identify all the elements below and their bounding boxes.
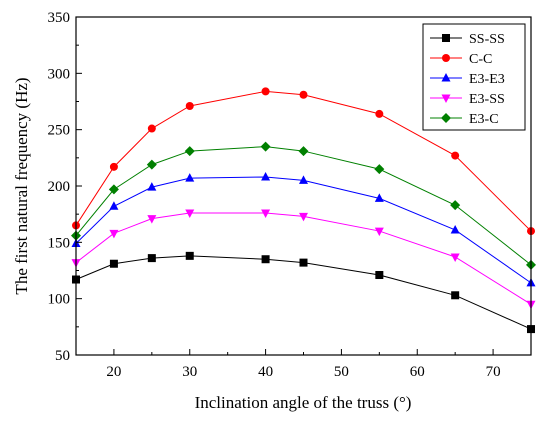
series-line (75, 255, 532, 330)
data-point (109, 201, 119, 210)
data-point (147, 124, 156, 133)
legend-item: E3-E3 (430, 72, 505, 87)
legend-marker (442, 34, 450, 42)
y-tick-label: 350 (48, 10, 71, 26)
y-tick-label: 300 (48, 66, 71, 82)
data-point (185, 102, 194, 111)
y-tick-label: 100 (48, 292, 71, 308)
data-point (185, 251, 194, 260)
data-point (185, 209, 195, 219)
data-point (451, 291, 460, 300)
data-point (146, 159, 157, 170)
legend-label: E3-E3 (469, 72, 505, 87)
legend-marker (441, 113, 451, 123)
legend-item: E3-C (430, 112, 499, 127)
y-tick-label: 150 (48, 235, 71, 251)
legend-item: C-C (430, 52, 492, 67)
x-tick-label: 70 (486, 364, 501, 380)
data-point (299, 175, 308, 184)
data-point (299, 212, 308, 222)
data-point (109, 229, 119, 239)
series-e3-c (71, 141, 536, 270)
data-point (298, 146, 309, 157)
y-tick-label: 250 (48, 123, 71, 139)
series-line (75, 176, 532, 284)
legend-label: E3-C (469, 112, 499, 127)
axis-ticks: 20 30 40 50 60 70 50 100 150 200 250 300 350 (48, 10, 532, 380)
y-tick-label: 50 (55, 348, 70, 364)
legend-marker (441, 73, 451, 82)
data-point (109, 162, 118, 171)
legend-box (422, 23, 526, 131)
data-point (451, 151, 460, 160)
data-point (374, 227, 384, 237)
x-tick-label: 30 (182, 364, 197, 380)
x-tick-label: 20 (106, 364, 121, 380)
x-tick-label: 60 (410, 364, 425, 380)
data-point (147, 215, 157, 224)
data-point (299, 258, 308, 267)
data-point (375, 109, 384, 118)
data-point (374, 164, 385, 175)
data-point (299, 90, 308, 99)
y-axis-title: The first natural frequency (Hz) (12, 77, 31, 294)
data-point (260, 141, 271, 152)
x-tick-label: 50 (334, 364, 349, 380)
legend: SS-SS C-C E3-E3 E3-SS E3-C (422, 23, 526, 131)
data-point (261, 171, 271, 181)
data-point (450, 200, 461, 211)
legend-marker (441, 94, 451, 103)
data-point (374, 193, 384, 202)
data-point (108, 184, 119, 195)
series-line (75, 146, 532, 266)
series-e3-e3 (71, 171, 536, 287)
legend-marker (442, 54, 450, 62)
legend-label: SS-SS (469, 32, 505, 47)
legend-item: SS-SS (430, 32, 505, 47)
series-layer (71, 87, 536, 334)
data-point (261, 87, 270, 96)
data-point (185, 173, 195, 182)
legend-label: E3-SS (469, 92, 505, 107)
data-point (450, 224, 460, 234)
data-point (261, 255, 270, 264)
data-point (184, 146, 195, 157)
data-point (147, 182, 157, 191)
y-tick-label: 200 (48, 179, 71, 195)
data-point (450, 253, 460, 262)
data-point (109, 259, 118, 268)
x-axis-title: Inclination angle of the truss (°) (195, 393, 412, 412)
data-point (147, 254, 156, 263)
data-point (375, 271, 384, 280)
legend-label: C-C (469, 52, 492, 67)
legend-item: E3-SS (430, 92, 505, 107)
data-point (261, 209, 271, 219)
x-tick-label: 40 (258, 364, 273, 380)
